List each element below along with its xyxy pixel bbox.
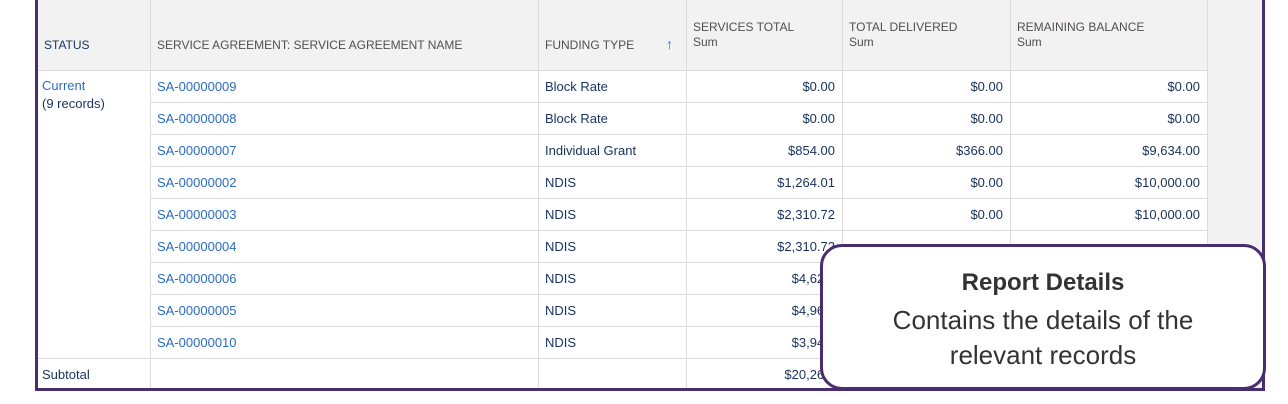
column-header-sub: Sum bbox=[849, 35, 874, 49]
record-link: SA-00000009 bbox=[157, 79, 237, 94]
header-background bbox=[37, 0, 1263, 70]
record-link: SA-00000008 bbox=[157, 111, 237, 126]
callout-title: Report Details bbox=[961, 269, 1125, 296]
row-divider bbox=[150, 294, 1207, 295]
record-link: SA-00000010 bbox=[157, 335, 237, 350]
row-divider bbox=[150, 134, 1207, 135]
amount: $0.00 bbox=[1167, 111, 1200, 126]
column-divider bbox=[538, 0, 539, 389]
row-divider bbox=[150, 230, 1207, 231]
callout-line: Contains the details of the bbox=[892, 305, 1194, 335]
group-count: (9 records) bbox=[42, 96, 105, 111]
column-header-sub: Sum bbox=[1017, 35, 1042, 49]
column-divider bbox=[1207, 0, 1208, 389]
funding-type: NDIS bbox=[545, 207, 577, 222]
record-link: SA-00000002 bbox=[157, 175, 237, 190]
amount: $2,310.72 bbox=[777, 207, 835, 222]
column-divider bbox=[1010, 0, 1011, 389]
column-header: STATUS bbox=[44, 38, 90, 52]
amount: $366.00 bbox=[956, 143, 1003, 158]
subtotal-divider bbox=[37, 358, 1207, 359]
column-header: SERVICES TOTAL bbox=[693, 20, 795, 34]
record-link: SA-00000006 bbox=[157, 271, 237, 286]
group-status: Current bbox=[42, 78, 86, 93]
column-header-sub: Sum bbox=[693, 35, 718, 49]
column-header: FUNDING TYPE bbox=[545, 38, 635, 52]
funding-type: NDIS bbox=[545, 303, 577, 318]
amount: $1,264.01 bbox=[777, 175, 835, 190]
funding-type: NDIS bbox=[545, 175, 577, 190]
amount: $9,634.00 bbox=[1142, 143, 1200, 158]
record-link: SA-00000003 bbox=[157, 207, 237, 222]
record-link: SA-00000005 bbox=[157, 303, 237, 318]
row-divider bbox=[150, 262, 1207, 263]
funding-type: NDIS bbox=[545, 271, 577, 286]
amount: $0.00 bbox=[802, 79, 835, 94]
funding-type: NDIS bbox=[545, 239, 577, 254]
column-divider bbox=[686, 0, 687, 389]
record-link: SA-00000004 bbox=[157, 239, 237, 254]
amount: $2,310.72 bbox=[777, 239, 835, 254]
amount: $0.00 bbox=[970, 207, 1003, 222]
amount: $854.00 bbox=[788, 143, 835, 158]
table-frame bbox=[35, 0, 1265, 391]
amount: $10,000.00 bbox=[1134, 207, 1200, 222]
row-divider bbox=[150, 326, 1207, 327]
column-divider bbox=[842, 0, 843, 389]
funding-type: Block Rate bbox=[545, 79, 608, 94]
amount: $0.00 bbox=[802, 111, 835, 126]
amount: $0.00 bbox=[970, 111, 1003, 126]
funding-type: Individual Grant bbox=[545, 143, 637, 158]
column-header: TOTAL DELIVERED bbox=[849, 20, 958, 34]
callout: Report Details Contains the details of t… bbox=[820, 244, 1266, 390]
column-divider bbox=[150, 0, 151, 389]
header-divider bbox=[37, 70, 1207, 71]
amount: $0.00 bbox=[1167, 79, 1200, 94]
funding-type: NDIS bbox=[545, 335, 577, 350]
amount: $10,000.00 bbox=[1134, 175, 1200, 190]
row-divider bbox=[150, 102, 1207, 103]
row-divider bbox=[150, 198, 1207, 199]
funding-type: Block Rate bbox=[545, 111, 608, 126]
amount: $0.00 bbox=[970, 79, 1003, 94]
callout-line: relevant records bbox=[949, 340, 1137, 370]
amount: $0.00 bbox=[970, 175, 1003, 190]
row-divider bbox=[150, 166, 1207, 167]
record-link: SA-00000007 bbox=[157, 143, 237, 158]
sort-icon: ↑ bbox=[666, 36, 673, 52]
column-header: SERVICE AGREEMENT: SERVICE AGREEMENT NAM… bbox=[157, 38, 463, 52]
column-header: REMAINING BALANCE bbox=[1017, 20, 1145, 34]
subtotal-label: Subtotal bbox=[42, 367, 90, 382]
